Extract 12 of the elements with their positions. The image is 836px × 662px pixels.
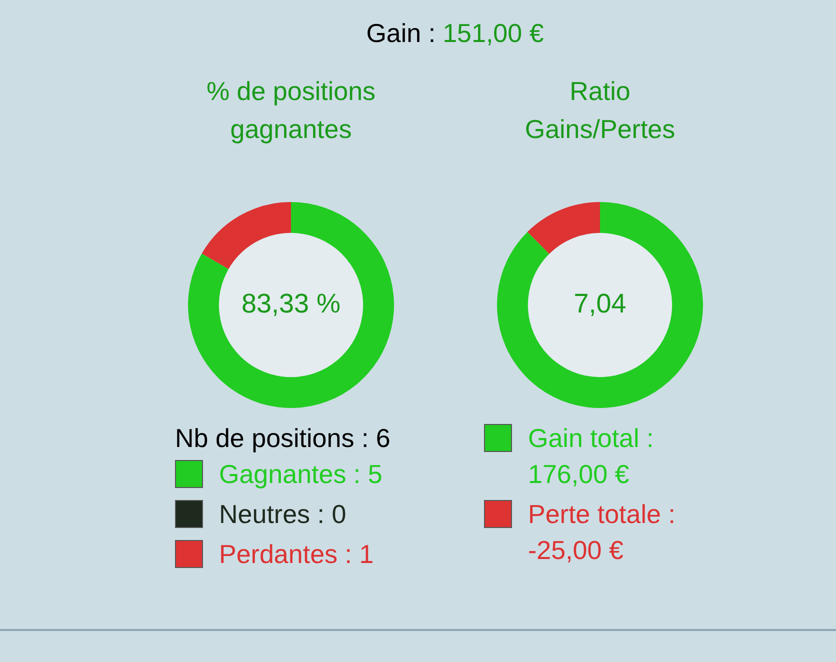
text: 7,04	[574, 288, 626, 318]
legend-title: Nb de positions : 6	[175, 422, 390, 455]
text: 83,33 %	[241, 288, 341, 318]
chart-title: Ratio Gains/Pertes	[524, 75, 676, 146]
legend-label: Perdantes : 1	[219, 538, 374, 571]
text: 151,00 €	[442, 18, 544, 48]
legend-label: Gain total : 176,00 €	[528, 422, 655, 491]
chart-title: % de positions gagnantes	[205, 75, 377, 146]
legend-label: Gagnantes : 5	[219, 458, 382, 491]
legend-label: Neutres : 0	[219, 498, 346, 531]
legend-label: Perte totale : -25,00 €	[528, 498, 676, 567]
text: Gain :	[366, 18, 436, 48]
